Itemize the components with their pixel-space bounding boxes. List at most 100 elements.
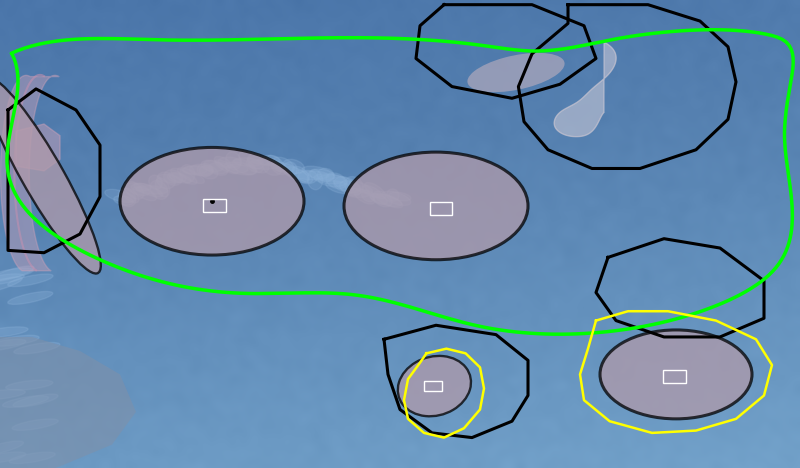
Circle shape: [600, 330, 752, 419]
Ellipse shape: [467, 53, 565, 92]
Ellipse shape: [226, 152, 241, 170]
Ellipse shape: [365, 183, 386, 199]
Ellipse shape: [340, 181, 361, 196]
Ellipse shape: [307, 169, 322, 190]
Ellipse shape: [218, 157, 242, 168]
Ellipse shape: [248, 160, 282, 169]
Ellipse shape: [370, 194, 387, 205]
Ellipse shape: [134, 183, 162, 197]
Ellipse shape: [267, 155, 285, 172]
Bar: [430, 202, 452, 215]
Ellipse shape: [326, 173, 346, 189]
Ellipse shape: [114, 196, 134, 205]
Polygon shape: [554, 42, 616, 137]
Ellipse shape: [274, 162, 299, 174]
Ellipse shape: [105, 190, 135, 203]
Ellipse shape: [214, 160, 238, 174]
Ellipse shape: [0, 277, 22, 292]
Polygon shape: [16, 124, 60, 171]
Ellipse shape: [197, 163, 213, 176]
Ellipse shape: [170, 168, 197, 184]
Ellipse shape: [180, 165, 195, 183]
Ellipse shape: [298, 170, 318, 184]
Ellipse shape: [238, 151, 263, 169]
Ellipse shape: [224, 162, 257, 175]
Ellipse shape: [14, 343, 60, 354]
Ellipse shape: [204, 161, 227, 176]
Ellipse shape: [8, 274, 53, 286]
Ellipse shape: [318, 168, 334, 182]
Ellipse shape: [0, 441, 23, 455]
Ellipse shape: [13, 394, 58, 407]
Ellipse shape: [350, 181, 373, 194]
Ellipse shape: [158, 175, 182, 183]
Ellipse shape: [362, 185, 382, 197]
Ellipse shape: [382, 191, 411, 205]
Ellipse shape: [0, 339, 26, 351]
Ellipse shape: [286, 167, 309, 183]
Ellipse shape: [283, 159, 305, 174]
Ellipse shape: [246, 159, 263, 173]
Ellipse shape: [199, 165, 218, 179]
Ellipse shape: [389, 192, 411, 201]
Ellipse shape: [234, 158, 262, 166]
Circle shape: [344, 152, 528, 260]
Ellipse shape: [376, 194, 402, 208]
Ellipse shape: [0, 268, 34, 280]
Ellipse shape: [136, 186, 168, 194]
Ellipse shape: [150, 181, 168, 199]
Ellipse shape: [167, 172, 186, 183]
Ellipse shape: [214, 156, 231, 168]
Ellipse shape: [283, 162, 297, 176]
Ellipse shape: [272, 157, 294, 173]
Bar: [663, 370, 686, 383]
Ellipse shape: [326, 181, 354, 194]
Ellipse shape: [2, 396, 49, 407]
Circle shape: [120, 147, 304, 255]
Ellipse shape: [183, 166, 213, 175]
Polygon shape: [0, 337, 136, 468]
Ellipse shape: [302, 166, 335, 180]
Ellipse shape: [157, 172, 175, 189]
Ellipse shape: [0, 274, 24, 285]
Ellipse shape: [126, 183, 150, 196]
Ellipse shape: [12, 419, 58, 431]
Ellipse shape: [314, 174, 345, 184]
Ellipse shape: [9, 452, 55, 463]
Ellipse shape: [247, 156, 277, 165]
Bar: [203, 199, 226, 212]
Ellipse shape: [149, 175, 162, 190]
Ellipse shape: [190, 164, 214, 176]
Bar: [424, 381, 442, 391]
Ellipse shape: [178, 168, 204, 183]
Ellipse shape: [122, 188, 139, 203]
Ellipse shape: [345, 176, 363, 195]
Ellipse shape: [209, 162, 230, 174]
Ellipse shape: [370, 193, 402, 206]
Ellipse shape: [362, 190, 374, 202]
Ellipse shape: [8, 292, 53, 304]
Ellipse shape: [133, 187, 157, 201]
Ellipse shape: [201, 160, 223, 172]
Ellipse shape: [0, 335, 39, 346]
Ellipse shape: [0, 389, 26, 399]
Ellipse shape: [258, 155, 280, 166]
Ellipse shape: [170, 174, 191, 183]
Ellipse shape: [232, 159, 256, 175]
Ellipse shape: [334, 177, 353, 191]
Ellipse shape: [0, 452, 26, 463]
Ellipse shape: [0, 266, 34, 281]
Ellipse shape: [354, 190, 375, 204]
Ellipse shape: [333, 176, 361, 193]
Ellipse shape: [345, 189, 370, 197]
Ellipse shape: [271, 161, 288, 175]
Ellipse shape: [247, 154, 269, 173]
Ellipse shape: [318, 175, 347, 187]
Ellipse shape: [296, 170, 313, 183]
Ellipse shape: [292, 166, 310, 182]
Ellipse shape: [6, 380, 53, 390]
Ellipse shape: [373, 191, 392, 207]
Ellipse shape: [131, 183, 151, 191]
Ellipse shape: [164, 170, 182, 185]
Ellipse shape: [0, 327, 28, 337]
